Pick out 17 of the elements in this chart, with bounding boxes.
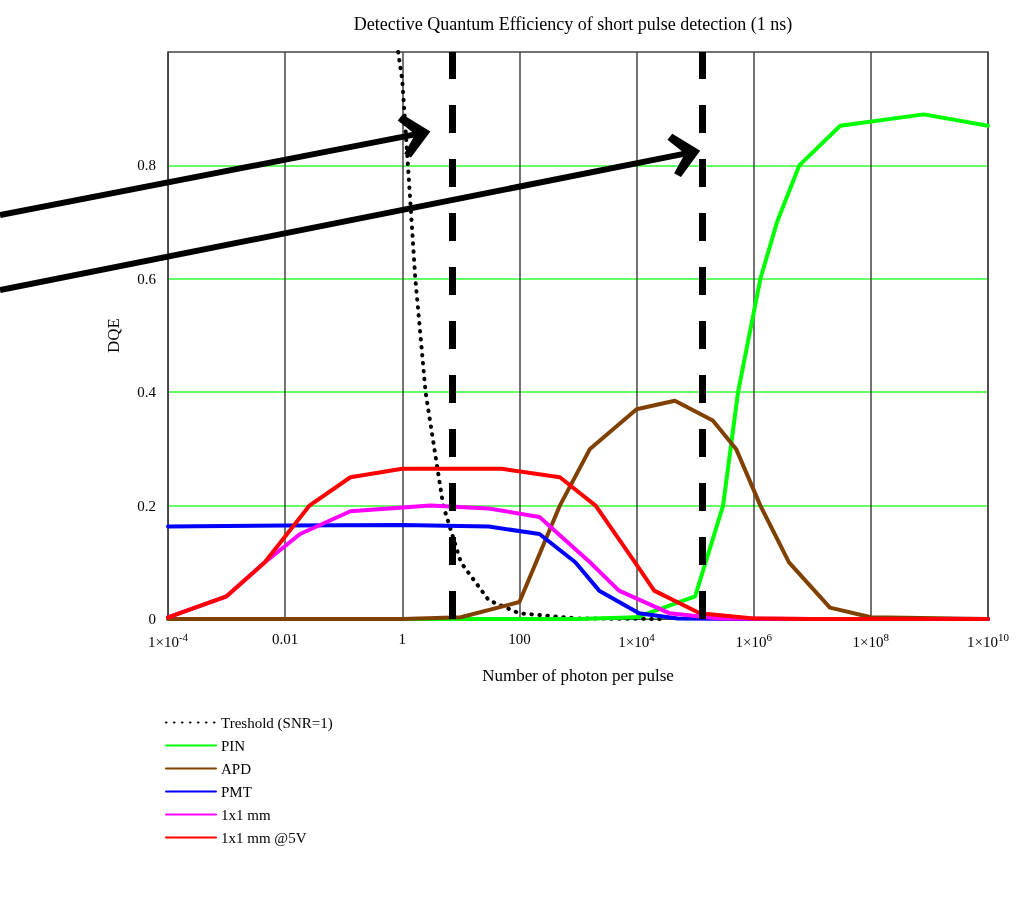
legend-label: 1x1 mm <box>221 806 271 823</box>
y-tick-label: 0.6 <box>137 270 157 287</box>
y-axis-title: DQE <box>104 318 123 353</box>
legend-label: PIN <box>221 737 246 754</box>
y-tick-label: 0.4 <box>137 384 157 401</box>
legend-label: APD <box>221 760 252 777</box>
y-tick-label: 0 <box>148 611 156 627</box>
legend-label: PMT <box>221 783 252 800</box>
x-tick-label: 1 <box>398 630 407 647</box>
legend-label: Treshold (SNR=1) <box>221 714 333 732</box>
x-tick-label: 0.01 <box>272 630 299 647</box>
x-axis-title: Number of photon per pulse <box>482 666 674 685</box>
legend-label: 1x1 mm @5V <box>221 829 307 846</box>
x-tick-label: 100 <box>508 630 531 647</box>
chart-title: Detective Quantum Efficiency of short pulse detection (1 ns) <box>353 14 793 35</box>
y-tick-label: 0.2 <box>137 497 156 514</box>
y-tick-label: 0.8 <box>137 157 156 174</box>
